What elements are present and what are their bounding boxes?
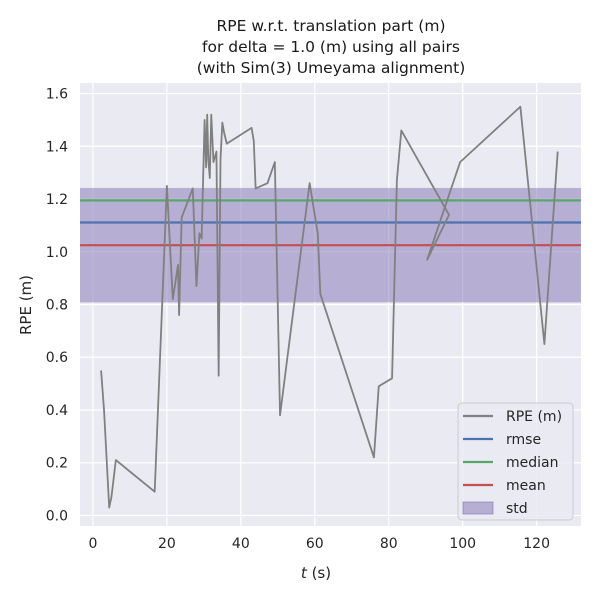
y-tick-label: 0.2 [46, 456, 68, 472]
y-ticks: 0.0 0.2 0.4 0.6 0.8 1.0 1.2 1.4 1.6 [46, 87, 68, 525]
x-tick-label: 20 [158, 536, 176, 552]
legend: RPE (m) rmse median mean std [457, 402, 574, 521]
y-tick-label: 1.6 [46, 87, 68, 103]
chart-title: RPE w.r.t. translation part (m) for delt… [197, 17, 466, 77]
y-tick-label: 1.0 [46, 245, 68, 261]
y-tick-label: 0.0 [46, 508, 68, 524]
title-line-3: (with Sim(3) Umeyama alignment) [197, 59, 466, 77]
y-tick-label: 0.8 [46, 298, 68, 314]
x-tick-label: 100 [449, 536, 476, 552]
y-tick-label: 0.4 [46, 403, 68, 419]
stat-lines [80, 199, 581, 247]
title-line-1: RPE w.r.t. translation part (m) [216, 17, 445, 35]
legend-label: RPE (m) [506, 409, 562, 425]
x-tick-label: 60 [306, 536, 324, 552]
x-axis-label-var: t [301, 564, 308, 582]
x-axis-label-unit: (s) [307, 564, 331, 582]
y-tick-label: 1.4 [46, 139, 68, 155]
x-axis-label: t (s) [301, 564, 331, 582]
y-tick-label: 0.6 [46, 350, 68, 366]
x-tick-label: 80 [380, 536, 398, 552]
series-layer [100, 105, 559, 509]
legend-box [457, 402, 574, 521]
y-tick-label: 1.2 [46, 192, 68, 208]
rpe-series-line [100, 105, 559, 509]
legend-label: median [506, 455, 558, 471]
y-axis-label: RPE (m) [17, 275, 35, 335]
legend-label: std [506, 501, 528, 517]
title-line-2: for delta = 1.0 (m) using all pairs [202, 38, 460, 56]
x-tick-label: 40 [232, 536, 250, 552]
legend-swatch [462, 501, 494, 515]
x-tick-label: 0 [88, 536, 97, 552]
legend-label: mean [506, 478, 546, 494]
x-ticks: 0 20 40 60 80 100 120 [88, 536, 550, 552]
x-tick-label: 120 [523, 536, 550, 552]
legend-label: rmse [506, 432, 541, 448]
